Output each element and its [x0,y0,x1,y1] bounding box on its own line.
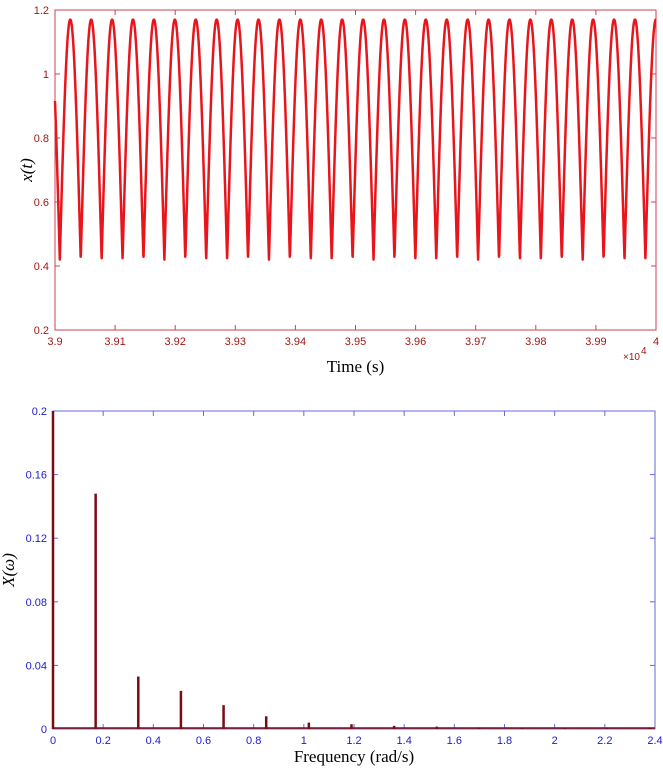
y-tick-label: 0.8 [34,133,49,145]
x-tick-label: 2.4 [647,735,662,747]
x-tick-label: 3.99 [585,336,606,348]
series-line [53,18,658,261]
x-tick-label: 3.91 [104,336,125,348]
y-tick-label: 0.16 [26,470,47,482]
x-tick-label: 1 [301,735,307,747]
y-tick-label: 0.04 [26,660,47,672]
x-tick-label: 2 [552,735,558,747]
x-multiplier-exponent: 4 [641,346,647,357]
spectrum-chart: 0 0.2 0.4 0.6 0.8 1 1.2 1.4 1.6 1.8 2 2.2 2.4 0 0.04 0.… [0,406,663,766]
x-tick-label: 3.98 [525,336,546,348]
y-tick-label: 0.2 [34,325,49,337]
x-axis-label: Time (s) [327,357,384,376]
plot-frame [52,410,656,730]
x-tick-label: 0.2 [96,735,111,747]
x-tick-label: 0.8 [246,735,261,747]
x-tick-label: 4 [653,336,659,348]
x-tick-label: 0.6 [196,735,211,747]
y-tick-label: 0.12 [26,533,47,545]
x-tick-label: 0 [50,735,56,747]
y-axis-label: X(ω) [0,553,18,588]
y-axis-label: x(t) [17,158,36,183]
x-tick-label: 3.96 [405,336,426,348]
y-tick-label: 1.2 [34,5,49,17]
y-tick-label: 0 [41,724,47,736]
x-tick-label: 3.9 [47,336,62,348]
x-tick-label: 1.8 [497,735,512,747]
x-tick-label: 1.4 [397,735,412,747]
x-tick-label: 3.93 [225,336,246,348]
x-tick-label: 3.94 [285,336,306,348]
y-tick-label: 0.08 [26,597,47,609]
x-tick-label: 2.2 [597,735,612,747]
x-tick-label: 1.2 [346,735,361,747]
x-axis-label: Frequency (rad/s) [294,747,414,766]
x-multiplier: ×10 [623,352,640,363]
x-tick-label: 3.92 [164,336,185,348]
x-tick-label: 3.95 [345,336,366,348]
x-tick-label: 3.97 [465,336,486,348]
x-tick-label: 0.4 [146,735,161,747]
x-tick-label: 1.6 [447,735,462,747]
y-tick-label: 0.2 [32,406,47,418]
time-series-chart: 3.9 3.91 3.92 3.93 3.94 3.95 3.96 3.97 3.98 3.99 4… [17,5,659,376]
y-tick-label: 0.6 [34,197,49,209]
y-tick-label: 1 [43,69,49,81]
y-tick-label: 0.4 [34,261,49,273]
